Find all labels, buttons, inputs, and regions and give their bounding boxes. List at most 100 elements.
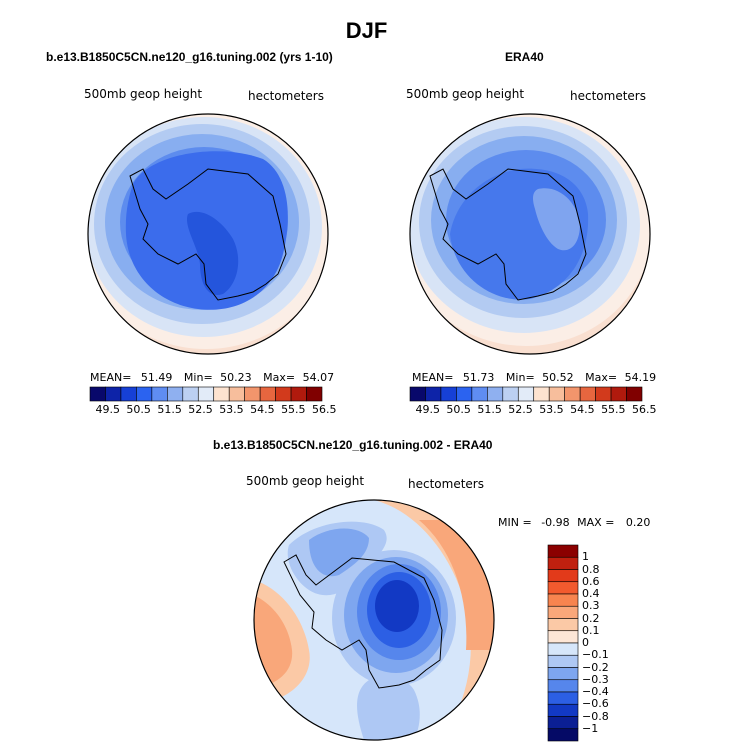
colorbar-swatch <box>517 386 535 402</box>
legend-label: 0.3 <box>582 599 600 613</box>
colorbar-swatch <box>182 386 199 402</box>
colorbar-swatch <box>290 386 307 402</box>
panel-1-units-label: hectometers <box>248 89 324 103</box>
panel-2-colorbar <box>409 386 643 402</box>
legend-swatch <box>547 556 579 570</box>
main-title: DJF <box>345 18 388 43</box>
legend-label: 0.2 <box>582 611 600 625</box>
panel-1-min-value: 50.23 <box>220 371 252 384</box>
panel-2-max-label: Max= <box>585 371 618 384</box>
colorbar-tick-label: 51.5 <box>477 403 502 416</box>
legend-label: 0.6 <box>582 574 600 588</box>
difference-legend-labels: 1 0.8 0.6 0.4 0.3 0.2 0.1 0 −0.1 −0.2 −0.3 −0.4 −0.6… <box>582 545 622 741</box>
colorbar-tick-label: 55.5 <box>601 403 626 416</box>
legend-label: 0 <box>582 636 589 649</box>
legend-swatch <box>547 630 579 644</box>
colorbar-swatch <box>120 386 137 402</box>
colorbar-swatch <box>228 386 245 402</box>
panel-2-units-label: hectometers <box>570 89 646 103</box>
panel-2-min-value: 50.52 <box>542 371 574 384</box>
legend-label: 0.4 <box>582 587 600 600</box>
colorbar-swatch <box>456 386 473 402</box>
panel-1-title: b.e13.B1850C5CN.ne120_g16.tuning.002 (yr… <box>46 50 333 64</box>
legend-label: −0.4 <box>582 685 609 698</box>
legend-swatch <box>547 581 579 595</box>
legend-swatch <box>547 605 579 619</box>
colorbar-swatch <box>579 386 596 402</box>
colorbar-swatch <box>487 386 504 402</box>
panel-1-map <box>87 113 329 355</box>
legend-label: −0.8 <box>582 709 609 723</box>
colorbar-swatch <box>275 386 292 402</box>
panel-1-colorbar <box>89 386 323 402</box>
panel-1-min-label: Min= <box>183 371 213 384</box>
legend-swatch <box>547 728 579 742</box>
difference-variable-label: 500mb geop height <box>246 474 365 488</box>
legend-swatch <box>547 679 579 693</box>
colorbar-swatch <box>197 386 215 402</box>
difference-units-label: hectometers <box>408 477 484 491</box>
colorbar-swatch <box>425 386 442 402</box>
colorbar-tick-label: 53.5 <box>539 403 564 416</box>
colorbar-swatch <box>213 386 230 402</box>
colorbar-tick-label: 56.5 <box>632 403 657 416</box>
colorbar-tick-label: 50.5 <box>126 403 151 416</box>
colorbar-swatch <box>409 386 426 402</box>
colorbar-swatch <box>244 386 261 402</box>
panel-2-variable-label: 500mb geop height <box>406 87 525 101</box>
legend-swatch <box>547 691 579 705</box>
colorbar-tick-label: 49.5 <box>415 403 440 416</box>
legend-label: −1 <box>582 721 599 735</box>
colorbar-tick-label: 49.5 <box>95 403 120 416</box>
panel-2-mean-value: 51.73 <box>462 371 495 384</box>
colorbar-swatch <box>595 386 612 402</box>
colorbar-tick-label: 50.5 <box>446 403 471 416</box>
colorbar-tick-label: 56.5 <box>312 403 337 416</box>
colorbar-swatch <box>440 386 457 402</box>
panel-1-max-value: 54.07 <box>302 371 335 384</box>
colorbar-tick-label: 55.5 <box>281 403 306 416</box>
panel-2-map <box>409 113 651 355</box>
legend-label: 1 <box>582 550 589 564</box>
colorbar-swatch <box>548 386 565 402</box>
colorbar-swatch <box>89 386 106 402</box>
legend-swatch <box>547 703 579 717</box>
colorbar-tick-label: 54.5 <box>570 403 595 416</box>
difference-min-value: -0.98 <box>541 516 570 529</box>
panel-2-title: ERA40 <box>505 50 544 64</box>
panel-1-colorbar-ticks: 49.5 50.5 51.5 52.5 53.5 54.5 55.5 56.5 <box>90 402 336 416</box>
colorbar-tick-label: 53.5 <box>219 403 244 416</box>
colorbar-tick-label: 54.5 <box>250 403 275 416</box>
colorbar-swatch <box>105 386 122 402</box>
panel-2-colorbar-ticks: 49.5 50.5 51.5 52.5 53.5 54.5 55.5 56.5 <box>410 402 656 416</box>
difference-title: b.e13.B1850C5CN.ne120_g16.tuning.002 - E… <box>213 438 493 452</box>
panel-1-mean-label: MEAN= <box>90 371 132 384</box>
legend-label: −0.2 <box>582 660 609 674</box>
legend-swatch <box>547 642 579 656</box>
difference-max-label: MAX = <box>577 516 615 529</box>
colorbar-tick-label: 52.5 <box>508 403 533 416</box>
difference-legend <box>547 544 579 742</box>
colorbar-swatch <box>151 386 168 402</box>
legend-swatch <box>547 569 579 583</box>
colorbar-swatch <box>533 386 550 402</box>
legend-label: −0.1 <box>582 648 609 662</box>
colorbar-swatch <box>502 386 519 402</box>
legend-swatch <box>547 544 579 558</box>
colorbar-swatch <box>306 386 323 402</box>
panel-1-max-label: Max= <box>263 371 296 384</box>
legend-swatch <box>547 716 579 730</box>
panel-1-mean-value: 51.49 <box>140 371 173 384</box>
legend-swatch <box>547 618 579 632</box>
panel-2-max-value: 54.19 <box>624 371 657 384</box>
colorbar-swatch <box>626 386 643 402</box>
panel-1-stats: MEAN= 51.49 Min= 50.23 Max= 54.07 <box>90 371 334 384</box>
legend-label: 0.1 <box>582 623 600 637</box>
colorbar-tick-label: 52.5 <box>188 403 213 416</box>
colorbar-tick-label: 51.5 <box>157 403 182 416</box>
legend-label: −0.3 <box>582 672 609 686</box>
legend-label: 0.8 <box>582 562 600 576</box>
colorbar-swatch <box>610 386 627 402</box>
legend-swatch <box>547 654 579 668</box>
panel-2-mean-label: MEAN= <box>412 371 454 384</box>
